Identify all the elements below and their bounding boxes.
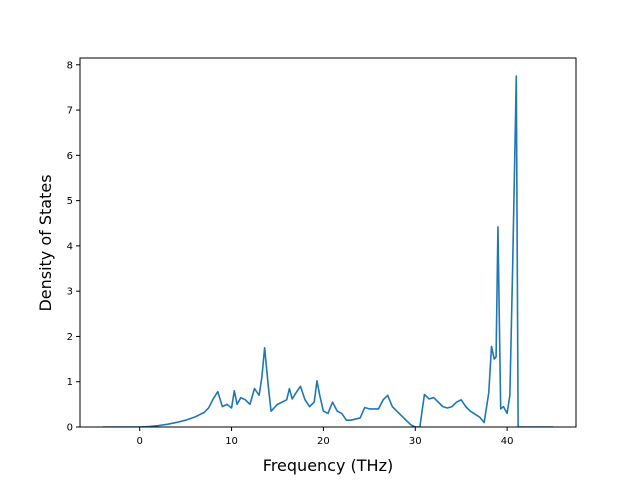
y-tick-label: 0 bbox=[67, 423, 73, 434]
plot-frame bbox=[79, 57, 577, 428]
x-tick-label: 30 bbox=[409, 436, 422, 447]
y-tick-label: 7 bbox=[67, 106, 73, 117]
dos-series-line-0 bbox=[102, 75, 554, 427]
y-tick-label: 4 bbox=[67, 241, 73, 252]
y-tick-label: 3 bbox=[67, 287, 73, 298]
x-tick-label: 10 bbox=[225, 436, 238, 447]
y-axis-label: Density of States bbox=[36, 174, 55, 311]
x-axis-label: Frequency (THz) bbox=[263, 456, 393, 475]
y-tick-label: 2 bbox=[67, 332, 73, 343]
y-tick-label: 5 bbox=[67, 196, 73, 207]
x-tick-label: 40 bbox=[501, 436, 514, 447]
y-tick-label: 6 bbox=[67, 151, 73, 162]
y-tick-label: 1 bbox=[67, 377, 73, 388]
y-tick-label: 8 bbox=[67, 60, 73, 71]
x-tick-label: 0 bbox=[137, 436, 143, 447]
x-tick-label: 20 bbox=[317, 436, 330, 447]
